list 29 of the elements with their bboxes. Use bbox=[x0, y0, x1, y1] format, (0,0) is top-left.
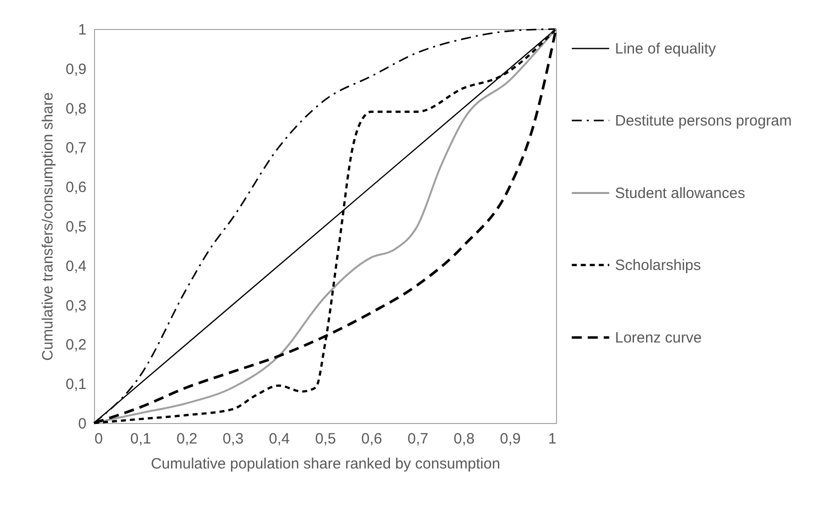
y-tick-label: 1 bbox=[78, 22, 86, 38]
y-axis-title: Cumulative transfers/consumption share bbox=[40, 92, 57, 361]
x-tick-label: 0,7 bbox=[407, 430, 428, 448]
y-tick-label: 0,2 bbox=[66, 336, 86, 354]
legend-label: Scholarships bbox=[615, 257, 701, 274]
y-tick-label: 0 bbox=[78, 416, 86, 432]
x-axis-title: Cumulative population share ranked by consumption bbox=[150, 456, 500, 472]
y-tick-label: 0,7 bbox=[66, 140, 86, 157]
y-tick-label: 0,1 bbox=[66, 376, 86, 394]
y-tick-label: 0,8 bbox=[66, 100, 86, 118]
legend-label: Destitute persons program bbox=[615, 112, 792, 130]
x-tick-label: 0 bbox=[94, 430, 103, 448]
x-tick-label: 0,6 bbox=[361, 430, 382, 448]
y-tick-label: 0,3 bbox=[66, 297, 86, 314]
x-tick-label: 0,9 bbox=[500, 430, 521, 448]
y-tick-label: 0,5 bbox=[66, 218, 86, 236]
y-tick-label: 0,4 bbox=[66, 258, 86, 275]
x-tick-label: 0,5 bbox=[315, 430, 336, 448]
y-tick-label: 0,9 bbox=[66, 60, 86, 78]
x-tick-label: 0,2 bbox=[176, 430, 198, 448]
x-tick-label: 1 bbox=[548, 430, 556, 448]
x-tick-label: 0,8 bbox=[454, 430, 475, 448]
y-tick-label: 0,6 bbox=[66, 179, 86, 196]
x-tick-label: 0,1 bbox=[130, 430, 152, 448]
legend-label: Student allowances bbox=[615, 185, 746, 202]
legend-label: Lorenz curve bbox=[615, 330, 702, 346]
x-tick-label: 0,3 bbox=[222, 430, 244, 448]
legend-label: Line of equality bbox=[615, 40, 716, 58]
x-tick-label: 0,4 bbox=[268, 430, 290, 448]
